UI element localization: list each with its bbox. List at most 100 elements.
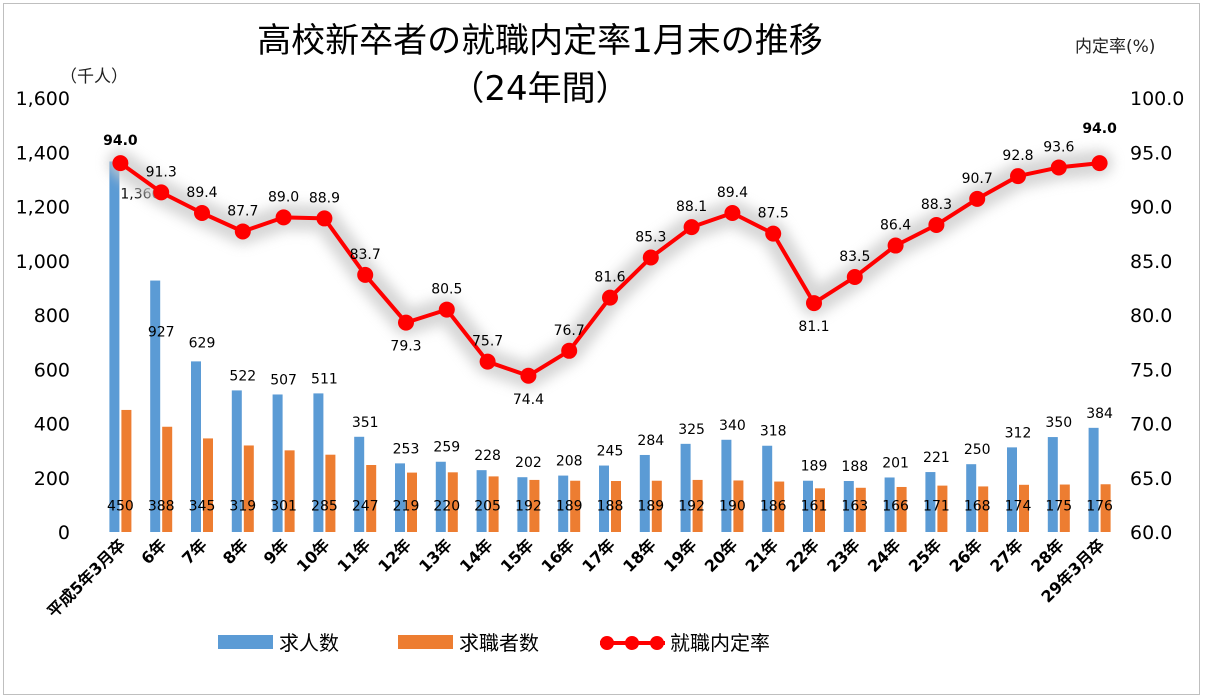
right-axis-tick-label: 80.0 — [1130, 305, 1172, 327]
bar-job-seekers — [162, 426, 173, 532]
bar-job-seekers — [692, 479, 703, 532]
bar-label-job-seekers: 175 — [1045, 498, 1072, 514]
legend-label-rate: 就職内定率 — [670, 631, 770, 655]
bar-job-seekers — [121, 409, 132, 532]
right-axis-unit: 内定率(%) — [1075, 37, 1155, 57]
left-axis-tick-label: 1,600 — [16, 88, 70, 110]
bar-job-seekers — [529, 479, 540, 532]
bar-label-job-openings: 253 — [393, 441, 420, 457]
bar-label-job-seekers: 450 — [107, 498, 134, 514]
bar-series — [109, 161, 1111, 532]
category-label: 6年 — [137, 535, 170, 568]
category-label: 24年 — [864, 535, 905, 576]
left-axis-ticks: 0 200 400 600 800 1,000 1,200 1,400 1,600 — [16, 88, 70, 544]
rate-data-label: 79.3 — [390, 339, 421, 355]
rate-data-label: 83.5 — [839, 249, 870, 265]
bar-label-job-openings: 350 — [1045, 415, 1072, 431]
chart-title: 高校新卒者の就職内定率1月末の推移 — [257, 21, 823, 61]
bar-label-job-openings: 259 — [433, 440, 460, 456]
bar-job-seekers — [1100, 484, 1111, 532]
bar-job-openings — [354, 436, 365, 532]
bar-label-job-seekers: 189 — [637, 498, 664, 514]
bar-label-job-seekers: 168 — [964, 498, 991, 514]
rate-data-label: 74.4 — [513, 392, 544, 408]
left-axis-tick-label: 200 — [34, 468, 70, 490]
right-axis-tick-label: 85.0 — [1130, 251, 1172, 273]
rate-point — [887, 237, 904, 254]
bar-label-job-seekers: 205 — [474, 498, 501, 514]
bar-job-seekers — [855, 487, 866, 532]
category-label: 8年 — [219, 535, 252, 568]
category-label: 9年 — [260, 535, 293, 568]
rate-data-label: 87.7 — [227, 203, 258, 219]
rate-point — [561, 342, 578, 359]
chart-subtitle: （24年間） — [450, 69, 629, 109]
bar-job-openings — [231, 390, 242, 532]
bar-label-job-openings: 284 — [637, 433, 664, 449]
rate-data-label: 87.5 — [758, 206, 789, 222]
bar-label-job-seekers: 345 — [189, 498, 216, 514]
category-label: 15年 — [497, 535, 538, 576]
rate-point — [479, 353, 496, 370]
category-label: 25年 — [905, 535, 946, 576]
legend-swatch-job-seekers — [398, 635, 453, 649]
rate-data-label: 88.1 — [676, 199, 707, 215]
right-axis-tick-label: 95.0 — [1130, 142, 1172, 164]
left-axis-tick-label: 800 — [34, 305, 70, 327]
rate-data-label: 94.0 — [103, 133, 138, 149]
bar-label-job-openings: 228 — [474, 448, 501, 464]
bar-job-seekers — [815, 488, 825, 532]
rate-data-label: 81.1 — [798, 319, 829, 335]
bar-label-job-seekers: 171 — [923, 498, 950, 514]
rate-data-label: 88.3 — [921, 197, 952, 213]
rate-data-label: 89.4 — [186, 185, 217, 201]
bar-job-openings — [272, 394, 283, 532]
right-axis-tick-label: 65.0 — [1130, 468, 1172, 490]
bar-job-openings — [558, 475, 569, 532]
bar-job-seekers — [488, 476, 499, 532]
bar-label-job-openings: 202 — [515, 455, 542, 471]
bar-job-openings — [476, 470, 487, 532]
rate-point — [806, 295, 822, 312]
rate-data-label: 94.0 — [1082, 121, 1117, 137]
bar-data-labels: 1,36645092738862934552231950730151128535… — [107, 186, 1113, 514]
rate-point — [520, 367, 537, 384]
category-label: 22年 — [782, 535, 823, 576]
bar-job-openings — [395, 463, 405, 532]
bar-job-seekers — [937, 485, 948, 532]
bar-label-job-seekers: 219 — [393, 498, 420, 514]
bar-job-openings — [639, 454, 650, 532]
bar-label-job-seekers: 163 — [841, 498, 868, 514]
bar-job-openings — [803, 480, 813, 532]
rate-point — [234, 223, 251, 240]
left-axis-tick-label: 600 — [34, 359, 70, 381]
left-axis-tick-label: 400 — [34, 414, 70, 436]
left-axis-tick-label: 1,000 — [16, 251, 70, 273]
bar-label-job-openings: 245 — [597, 444, 624, 460]
legend: 求人数 求職者数 就職内定率 — [218, 631, 770, 655]
bar-job-seekers — [284, 450, 295, 532]
rate-data-label: 90.7 — [962, 171, 993, 187]
bar-job-seekers — [774, 481, 785, 532]
bar-job-seekers — [651, 480, 662, 532]
bar-job-openings — [680, 443, 691, 532]
rate-point — [438, 301, 455, 318]
legend-marker-rate — [625, 636, 639, 650]
rate-point — [1010, 168, 1026, 185]
rate-point — [153, 184, 170, 201]
bar-label-job-openings: 208 — [556, 454, 583, 470]
bar-job-openings — [313, 393, 324, 532]
bar-job-seekers — [407, 472, 417, 532]
bar-job-openings — [435, 461, 446, 532]
bar-job-openings — [150, 280, 161, 532]
rate-point — [765, 225, 782, 242]
bar-label-job-seekers: 192 — [515, 498, 542, 514]
bar-label-job-openings: 927 — [148, 325, 175, 341]
bar-label-job-seekers: 192 — [678, 498, 705, 514]
bar-job-seekers — [366, 465, 377, 532]
bar-label-job-seekers: 220 — [433, 498, 460, 514]
legend-label-job-seekers: 求職者数 — [459, 631, 539, 655]
right-axis-tick-label: 75.0 — [1130, 359, 1172, 381]
bar-job-openings — [762, 445, 773, 532]
rate-data-label: 91.3 — [146, 164, 177, 180]
